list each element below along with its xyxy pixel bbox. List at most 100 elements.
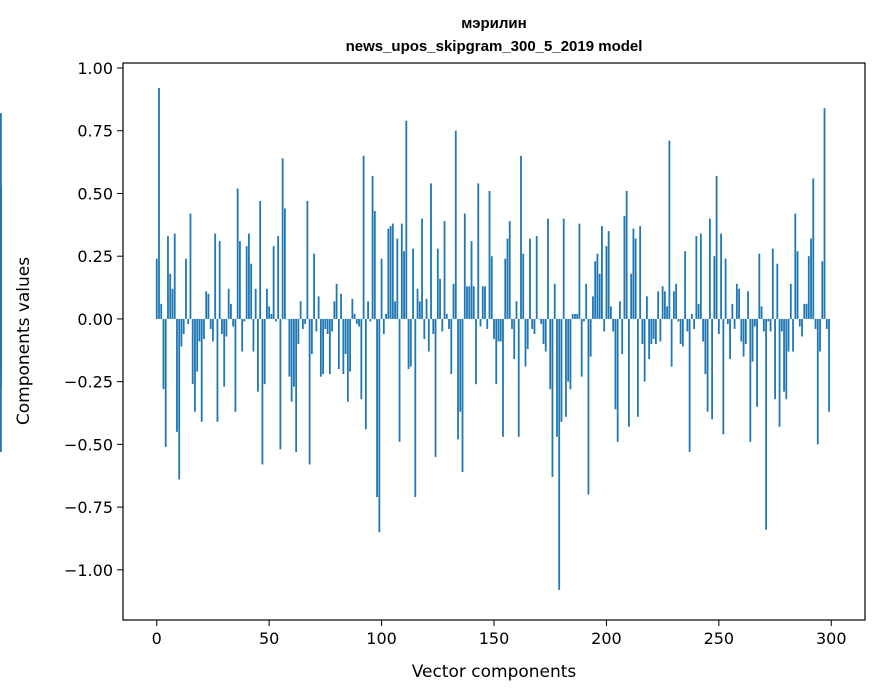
bar-56 — [281, 158, 284, 319]
bar-90 — [358, 318, 360, 327]
bar-99 — [378, 318, 381, 533]
bar-214 — [637, 318, 639, 417]
bar-289 — [805, 303, 808, 319]
bar-54 — [277, 236, 280, 319]
bar-274 — [771, 248, 774, 319]
bar-201 — [607, 231, 610, 319]
bar-153 — [499, 318, 502, 342]
bar-242 — [699, 233, 702, 319]
bar-238 — [690, 313, 693, 319]
bar-44 — [254, 288, 257, 319]
bar-163 — [522, 253, 525, 319]
bar-35 — [234, 318, 237, 412]
bar-71 — [315, 318, 318, 332]
bar-117 — [418, 301, 421, 319]
bar-49 — [266, 288, 268, 319]
bar-33 — [230, 303, 232, 319]
x-tick-label: 0 — [152, 629, 162, 648]
bar-68 — [308, 318, 311, 465]
bar-136 — [461, 318, 464, 472]
y-tick-label: −0.25 — [64, 373, 113, 392]
bar-141 — [472, 286, 475, 319]
y-tick-label: 0.75 — [77, 122, 113, 141]
bar-73 — [319, 318, 322, 377]
bar-40 — [245, 246, 248, 319]
bar-70 — [313, 253, 316, 319]
bar-171 — [540, 318, 543, 324]
bar-17 — [194, 318, 196, 412]
bar-105 — [391, 223, 394, 319]
bar-229 — [670, 318, 673, 367]
bar-34 — [232, 318, 235, 327]
x-tick-label: 300 — [816, 629, 847, 648]
bar-116 — [416, 288, 419, 319]
bar-184 — [569, 318, 572, 390]
bar-143 — [477, 183, 480, 319]
bar-66 — [304, 318, 307, 324]
bar-152 — [497, 318, 500, 342]
bar-119 — [423, 318, 426, 339]
bar-62 — [295, 318, 298, 452]
bar-102 — [385, 313, 387, 319]
bar-210 — [628, 318, 630, 427]
bar-282 — [789, 283, 792, 319]
x-tick-label: 100 — [366, 629, 397, 648]
bar-213 — [634, 238, 637, 319]
bar-63 — [297, 318, 300, 345]
bar-134 — [457, 318, 459, 440]
bar-138 — [466, 286, 468, 319]
bar-133 — [454, 130, 457, 319]
bar-149 — [490, 256, 493, 319]
bar-275 — [774, 318, 776, 400]
bar-83 — [342, 318, 345, 375]
bar-291 — [810, 238, 812, 319]
bar-221 — [652, 318, 655, 339]
bar-264 — [749, 318, 752, 442]
bar-233 — [679, 318, 682, 345]
bar-248 — [713, 256, 716, 319]
bar-8 — [173, 233, 176, 319]
bar-251 — [720, 233, 722, 319]
bar-189 — [580, 318, 583, 377]
x-tick-label: 50 — [259, 629, 279, 648]
bar-180 — [560, 318, 563, 422]
bar-295 — [819, 318, 821, 352]
bar-127 — [441, 318, 444, 332]
bar-198 — [601, 226, 603, 319]
bar-203 — [612, 318, 615, 332]
y-tick-label: 1.00 — [77, 59, 113, 78]
bar-187 — [576, 313, 579, 319]
bar-265 — [751, 318, 754, 362]
bar-254 — [726, 318, 729, 324]
bar-131 — [450, 318, 453, 375]
bar-287 — [801, 318, 803, 337]
bar-230 — [672, 291, 675, 319]
bar-104 — [389, 226, 392, 319]
bar-199 — [603, 318, 606, 332]
bar-5 — [167, 236, 169, 319]
bar-206 — [619, 301, 621, 319]
bar-259 — [738, 288, 740, 319]
bar-260 — [740, 318, 743, 342]
bar-277 — [778, 318, 781, 427]
bar-16 — [191, 318, 194, 385]
bar-269 — [760, 306, 763, 319]
bar-147 — [486, 318, 489, 329]
bar-103 — [387, 228, 390, 319]
bar-19 — [198, 318, 201, 342]
bar-120 — [425, 298, 428, 319]
bar-267 — [756, 318, 758, 407]
bar-220 — [650, 318, 653, 345]
bar-258 — [735, 283, 738, 319]
bar-204 — [614, 318, 617, 410]
bar-244 — [704, 318, 707, 375]
x-axis-ticks: 0 50 100 150 200 250 300 — [152, 620, 847, 648]
bar-57 — [283, 208, 286, 319]
bar-240 — [695, 236, 698, 319]
bar-157 — [508, 221, 511, 319]
bar-245 — [706, 318, 709, 412]
bar-217 — [643, 318, 646, 382]
bar-31 — [225, 318, 228, 337]
bar-89 — [355, 318, 358, 324]
